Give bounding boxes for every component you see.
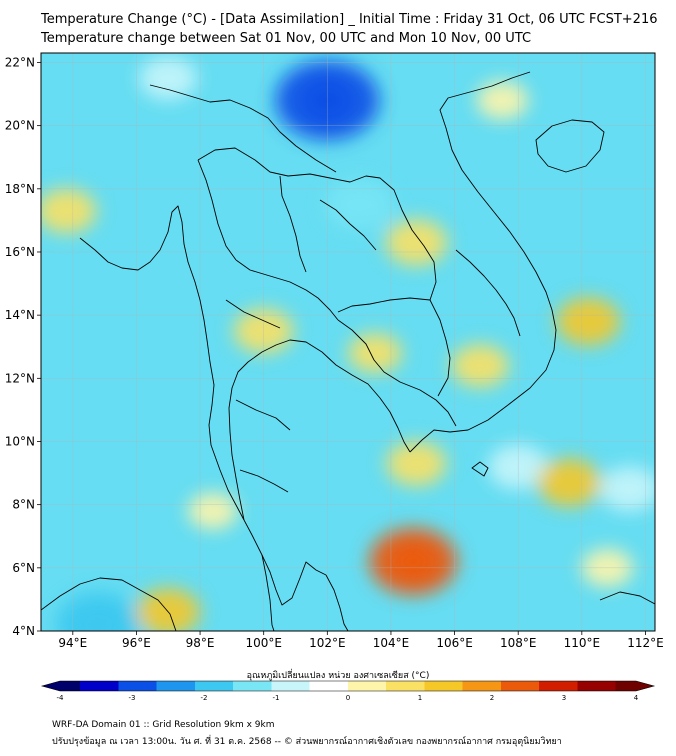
- colorbar-title: อุณหภูมิเปลี่ยนแปลง หน่วย องศาเซลเซียส (…: [246, 671, 430, 681]
- colorbar-tick-label: -4: [57, 694, 65, 702]
- coastlines-and-borders: [41, 71, 655, 631]
- lat-tick-label: 8°N: [12, 498, 35, 512]
- latitude-axis: 22°N 20°N 18°N 16°N 14°N 12°N 10°N 8°N 6°N 4°N: [5, 55, 41, 638]
- lon-tick-label: 110°E: [564, 636, 601, 650]
- colorbar-tick-label: 3: [562, 694, 566, 702]
- cold-anomaly: [139, 56, 198, 100]
- lon-tick-label: 106°E: [436, 636, 473, 650]
- field-background: [41, 53, 655, 631]
- colorbar-tick-label: 2: [490, 694, 494, 702]
- warm-anomaly: [556, 297, 621, 346]
- warm-anomaly: [386, 441, 447, 487]
- lon-tick-label: 104°E: [373, 636, 410, 650]
- cold-anomaly: [599, 466, 655, 512]
- warm-anomaly: [537, 458, 602, 507]
- lat-tick-label: 22°N: [5, 55, 35, 69]
- colorbar-tick-label: 4: [634, 694, 639, 702]
- cold-anomaly: [325, 179, 394, 231]
- colorbar-tick-label: -3: [129, 694, 136, 702]
- longitude-axis: 94°E 96°E 98°E 100°E 102°E 104°E 106°E 108°E 110…: [58, 631, 664, 650]
- warm-anomaly: [187, 492, 238, 530]
- lon-tick-label: 96°E: [122, 636, 151, 650]
- lat-tick-label: 14°N: [5, 308, 35, 322]
- colorbar: -4 -3 -2 -1 0 1 2 3 4: [40, 680, 656, 702]
- colorbar-tick-label: -2: [201, 694, 208, 702]
- lon-tick-label: 108°E: [500, 636, 537, 650]
- lon-tick-label: 94°E: [58, 636, 87, 650]
- colorbar-tick-label: -1: [273, 694, 280, 702]
- footer-update-info: ปรับปรุงข้อมูล ณ เวลา 13:00น. วัน ศ. ที่…: [52, 737, 562, 747]
- colorbar-ticks: -4 -3 -2 -1 0 1 2 3 4: [57, 694, 639, 702]
- warm-anomaly: [136, 588, 201, 631]
- lon-tick-label: 102°E: [309, 636, 346, 650]
- footer-model-info: WRF-DA Domain 01 :: Grid Resolution 9km …: [52, 720, 275, 730]
- lat-tick-label: 18°N: [5, 182, 35, 196]
- warm-anomaly: [451, 344, 510, 388]
- lat-tick-label: 6°N: [12, 561, 35, 575]
- warm-anomaly: [476, 81, 529, 120]
- temperature-field: [41, 53, 655, 631]
- colorbar-strip: [40, 680, 656, 692]
- lat-tick-label: 20°N: [5, 119, 35, 133]
- warm-anomaly: [385, 219, 448, 266]
- chart-title: Temperature Change (°C) - [Data Assimila…: [41, 12, 658, 27]
- colorbar-tick-label: 0: [346, 694, 350, 702]
- warm-anomaly-core: [390, 542, 437, 581]
- lon-tick-label: 98°E: [186, 636, 215, 650]
- lon-tick-label: 100°E: [245, 636, 282, 650]
- warm-anomaly: [348, 333, 403, 374]
- lat-tick-label: 16°N: [5, 245, 35, 259]
- warm-anomaly: [41, 188, 97, 234]
- chart-subtitle: Temperature change between Sat 01 Nov, 0…: [41, 31, 532, 46]
- lat-tick-label: 4°N: [12, 624, 35, 638]
- cold-anomaly-core: [76, 606, 121, 631]
- colorbar-tick-label: 1: [418, 694, 422, 702]
- plot-frame: [40, 52, 656, 632]
- lat-tick-label: 10°N: [5, 434, 35, 448]
- lon-tick-label: 112°E: [627, 636, 664, 650]
- lat-tick-label: 12°N: [5, 371, 35, 385]
